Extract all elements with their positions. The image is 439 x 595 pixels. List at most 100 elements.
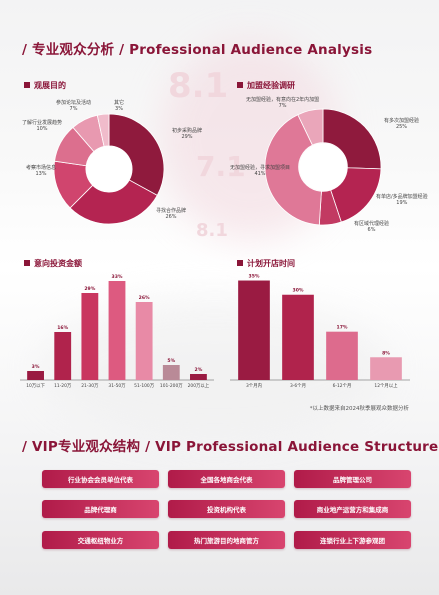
pie-label: 了解行业发展趋势 10%: [22, 120, 62, 132]
bar: [238, 280, 270, 380]
pie-label: 初步采购品牌 29%: [172, 128, 202, 140]
bar-chart-investment: 3% 10万以下 16% 11-20万 29% 21-30万 33% 31-50万 26% 51-…: [20, 274, 214, 389]
pie-label-value: 26%: [165, 214, 177, 220]
pie-label-value: 25%: [395, 124, 408, 130]
bar: [54, 332, 72, 380]
pie-label-text: 其它: [114, 100, 125, 106]
pie-label: 其它 3%: [114, 100, 124, 112]
vip-tag: 投资机构代表: [168, 500, 285, 518]
bar-data-label: 3%: [32, 364, 40, 370]
pie-label-text: 了解行业发展趋势: [22, 120, 63, 126]
pie-label-value: 19%: [396, 200, 408, 206]
chart-title-join-experience: 加盟经验调研: [237, 80, 295, 91]
chart-title-visit-purpose: 观展目的: [24, 80, 66, 91]
pie-label-value: 3%: [115, 106, 123, 112]
bar: [190, 374, 207, 380]
donut-hole: [86, 146, 132, 192]
x-tick-label: 200万以上: [188, 382, 210, 389]
pie-label: 参加论坛及活动 7%: [56, 100, 91, 112]
vip-tag: 连锁行业上下游参观团: [294, 531, 411, 549]
x-tick-label: 101-200万: [160, 383, 183, 389]
chart-title-text: 意向投资金额: [34, 259, 82, 268]
vip-tag: 品牌代理商: [42, 500, 159, 518]
bar-chart-opening-time: 35% 3个月内 30% 3-6个月 17% 6-12个月 8% 12个月以上: [230, 274, 410, 389]
vip-tag: 交通枢纽物业方: [42, 531, 159, 549]
pie-slice: [322, 108, 382, 170]
pie-label-text: 参加论坛及活动: [56, 100, 92, 106]
pie-label-text: 考察市场信息: [26, 165, 57, 171]
background-number: 8.1: [168, 66, 229, 106]
x-tick-label: 12个月以上: [374, 382, 398, 389]
section-title-audience-analysis: / 专业观众分析 / Professional Audience Analysi…: [22, 42, 373, 58]
bar-data-label: 17%: [337, 325, 348, 331]
bar-data-label: 8%: [382, 350, 390, 356]
bar-data-label: 26%: [139, 295, 150, 301]
x-tick-label: 21-30万: [81, 383, 99, 389]
x-tick-label: 31-50万: [108, 383, 126, 389]
x-tick-label: 3个月内: [246, 382, 262, 389]
bar: [108, 281, 126, 380]
background-number: 8.1: [196, 220, 228, 241]
pie-chart-visit-purpose: [53, 113, 165, 225]
pie-label: 无加盟经验，寻求加盟项目 41%: [230, 165, 290, 177]
pie-slice: [108, 113, 165, 196]
pie-label-text: 无加盟经验，寻求加盟项目: [230, 165, 291, 171]
pie-label-value: 7%: [69, 106, 78, 112]
vip-tag: 行业协会会员单位代表: [42, 470, 159, 488]
bar: [282, 294, 314, 380]
bar: [27, 371, 44, 380]
bar-data-label: 2%: [195, 367, 203, 373]
vip-tag: 品牌管理公司: [294, 470, 411, 488]
pie-label-value: 6%: [367, 227, 376, 233]
bar-data-label: 35%: [249, 274, 260, 280]
donut-hole: [299, 143, 347, 191]
pie-label-value: 7%: [278, 103, 287, 109]
chart-title-opening-time: 计划开店时间: [237, 258, 295, 269]
pie-label-text: 有区域代理经验: [354, 221, 390, 227]
chart-title-text: 观展目的: [34, 81, 66, 90]
pie-slice: [297, 108, 324, 146]
x-tick-label: 11-20万: [54, 383, 72, 389]
pie-label: 有区域代理经验 6%: [354, 221, 389, 233]
pie-label-text: 无加盟经验，有意向在2年内加盟: [246, 97, 320, 103]
bar-data-label: 5%: [167, 358, 175, 364]
background-number: 7.1: [196, 150, 246, 183]
vip-tag: 商业地产运营方和集成商: [294, 500, 411, 518]
x-tick-label: 51-100万: [134, 383, 155, 389]
pie-label-text: 寻找合作品牌: [156, 208, 187, 214]
pie-label: 无加盟经验，有意向在2年内加盟 7%: [246, 97, 319, 109]
pie-label: 有多次加盟经验 25%: [384, 118, 419, 130]
pie-label-text: 有单店/多品牌加盟经验: [376, 194, 428, 200]
bar: [162, 365, 180, 380]
pie-label-value: 29%: [181, 134, 193, 140]
chart-title-text: 计划开店时间: [247, 259, 295, 268]
pie-label-value: 13%: [35, 171, 47, 177]
pie-chart-join-experience: [264, 108, 382, 226]
pie-slice: [264, 114, 322, 226]
vip-tag: 热门旅游目的地商管方: [168, 531, 285, 549]
bar-data-label: 30%: [293, 288, 304, 294]
square-bullet-icon: [24, 82, 30, 88]
bar: [326, 331, 358, 380]
bar: [81, 293, 99, 380]
section-title-vip-structure: / VIP专业观众结构 / VIP Professional Audience …: [22, 439, 439, 455]
bar: [370, 357, 402, 380]
pie-label: 寻找合作品牌 26%: [156, 208, 186, 220]
pie-label-value: 10%: [36, 126, 48, 132]
bar-data-label: 33%: [112, 274, 123, 280]
square-bullet-icon: [24, 260, 30, 266]
pie-label: 有单店/多品牌加盟经验 19%: [376, 194, 428, 206]
pie-label-value: 41%: [254, 171, 266, 177]
pie-slice: [96, 113, 110, 147]
square-bullet-icon: [237, 82, 243, 88]
x-tick-label: 6-12个月: [333, 383, 352, 389]
bar: [135, 302, 153, 380]
chart-title-text: 加盟经验调研: [247, 81, 295, 90]
bar-data-label: 16%: [57, 325, 68, 331]
pie-label-text: 初步采购品牌: [172, 128, 203, 134]
chart-title-investment: 意向投资金额: [24, 258, 82, 269]
square-bullet-icon: [237, 260, 243, 266]
bar-data-label: 29%: [84, 286, 95, 292]
x-tick-label: 3-6个月: [290, 383, 306, 389]
